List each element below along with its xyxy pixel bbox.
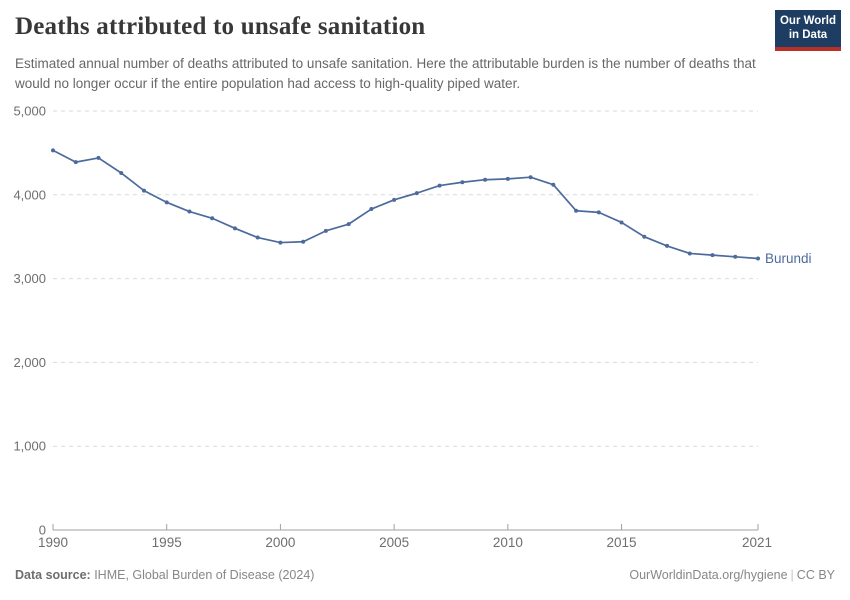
data-point[interactable]: [210, 216, 215, 221]
data-point[interactable]: [96, 155, 101, 160]
credit: OurWorldinData.org/hygiene | CC BY: [629, 568, 835, 582]
data-point[interactable]: [346, 222, 351, 227]
credit-divider: |: [790, 568, 794, 582]
data-source: Data source: IHME, Global Burden of Dise…: [15, 568, 314, 582]
x-tick-label: 2000: [265, 535, 295, 550]
page-title: Deaths attributed to unsafe sanitation: [15, 13, 426, 40]
data-point[interactable]: [710, 253, 715, 258]
license-label: CC BY: [796, 568, 835, 582]
x-tick-label: 2005: [379, 535, 409, 550]
data-point[interactable]: [574, 208, 579, 213]
data-point[interactable]: [619, 220, 624, 225]
x-tick-label: 2021: [742, 535, 772, 550]
data-point[interactable]: [255, 235, 260, 240]
data-point[interactable]: [642, 234, 647, 239]
data-point[interactable]: [687, 251, 692, 256]
y-tick-label: 0: [39, 523, 46, 538]
data-point[interactable]: [232, 226, 237, 231]
data-point[interactable]: [392, 197, 397, 202]
data-point[interactable]: [528, 175, 533, 180]
series-line[interactable]: [52, 149, 759, 260]
owid-logo[interactable]: Our World in Data: [775, 10, 841, 51]
data-point[interactable]: [119, 171, 124, 176]
y-tick-label: 2,000: [13, 355, 46, 370]
x-tick-label: 1995: [152, 535, 182, 550]
data-point[interactable]: [437, 183, 442, 188]
data-point[interactable]: [141, 188, 146, 193]
y-tick-label: 3,000: [13, 271, 46, 286]
chart-footer: Data source: IHME, Global Burden of Dise…: [15, 568, 835, 582]
x-tick-label: 2015: [607, 535, 637, 550]
data-point[interactable]: [414, 191, 419, 196]
data-point[interactable]: [73, 160, 78, 165]
data-point[interactable]: [665, 243, 670, 248]
data-point[interactable]: [460, 180, 465, 185]
x-tick-label: 2010: [493, 535, 523, 550]
data-point[interactable]: [756, 256, 760, 261]
data-point[interactable]: [164, 200, 169, 205]
owid-url-link[interactable]: OurWorldinData.org/hygiene: [629, 568, 788, 582]
data-point[interactable]: [369, 207, 374, 212]
x-tick-label: 1990: [38, 535, 68, 550]
data-point[interactable]: [483, 177, 488, 182]
data-point[interactable]: [278, 240, 283, 245]
chart-subtitle: Estimated annual number of deaths attrib…: [15, 56, 756, 91]
data-point[interactable]: [51, 148, 55, 153]
data-point[interactable]: [733, 254, 738, 259]
data-point[interactable]: [505, 176, 510, 181]
data-point[interactable]: [187, 209, 192, 214]
data-point[interactable]: [551, 182, 556, 187]
owid-logo-line2: in Data: [788, 28, 828, 41]
owid-logo-line1: Our World: [779, 15, 836, 27]
data-point[interactable]: [596, 210, 601, 215]
data-source-value: IHME, Global Burden of Disease (2024): [90, 568, 315, 582]
data-point[interactable]: [323, 228, 328, 233]
y-tick-label: 1,000: [13, 439, 46, 454]
data-source-label: Data source:: [15, 568, 91, 582]
y-tick-label: 4,000: [13, 187, 46, 202]
entity-label[interactable]: Burundi: [765, 251, 812, 266]
data-point[interactable]: [301, 239, 306, 244]
y-tick-label: 5,000: [13, 104, 46, 119]
